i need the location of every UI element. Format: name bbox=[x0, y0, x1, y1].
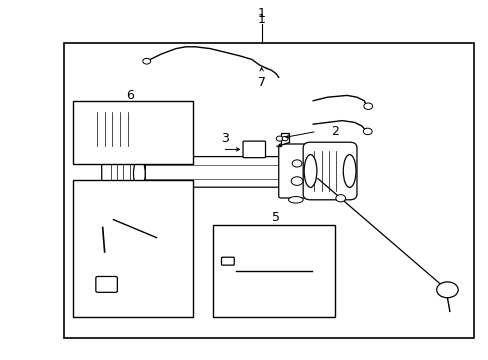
FancyBboxPatch shape bbox=[96, 276, 117, 292]
Ellipse shape bbox=[133, 158, 145, 189]
FancyBboxPatch shape bbox=[278, 144, 315, 198]
Ellipse shape bbox=[343, 155, 355, 188]
Ellipse shape bbox=[102, 281, 111, 288]
Ellipse shape bbox=[291, 160, 301, 167]
FancyBboxPatch shape bbox=[87, 104, 147, 154]
Ellipse shape bbox=[134, 113, 149, 144]
Ellipse shape bbox=[92, 212, 113, 228]
Ellipse shape bbox=[218, 264, 236, 278]
FancyBboxPatch shape bbox=[243, 141, 265, 158]
Text: 2: 2 bbox=[330, 125, 338, 138]
Ellipse shape bbox=[304, 155, 316, 188]
FancyBboxPatch shape bbox=[129, 157, 290, 187]
Text: 1: 1 bbox=[257, 7, 265, 20]
Bar bbox=[212, 225, 334, 317]
Ellipse shape bbox=[223, 268, 231, 274]
Ellipse shape bbox=[282, 136, 287, 141]
FancyBboxPatch shape bbox=[102, 147, 145, 201]
Ellipse shape bbox=[249, 146, 259, 153]
Bar bbox=[63, 43, 473, 338]
Ellipse shape bbox=[363, 103, 372, 109]
Ellipse shape bbox=[81, 130, 86, 133]
Ellipse shape bbox=[142, 58, 150, 64]
Ellipse shape bbox=[335, 195, 345, 202]
Text: 5: 5 bbox=[272, 211, 280, 224]
Text: 1: 1 bbox=[257, 13, 265, 26]
Ellipse shape bbox=[78, 127, 90, 136]
Ellipse shape bbox=[98, 216, 107, 223]
Ellipse shape bbox=[314, 269, 320, 273]
Text: 6: 6 bbox=[125, 89, 133, 102]
Ellipse shape bbox=[290, 177, 302, 185]
Ellipse shape bbox=[363, 128, 371, 135]
Polygon shape bbox=[276, 133, 288, 146]
Ellipse shape bbox=[276, 136, 283, 141]
Ellipse shape bbox=[310, 266, 324, 276]
Text: 3: 3 bbox=[221, 132, 228, 145]
Circle shape bbox=[436, 282, 457, 298]
Bar bbox=[73, 101, 193, 164]
Text: 7: 7 bbox=[257, 76, 265, 89]
Text: 4: 4 bbox=[116, 276, 123, 289]
Bar bbox=[73, 180, 193, 317]
FancyBboxPatch shape bbox=[303, 142, 356, 200]
FancyBboxPatch shape bbox=[221, 257, 234, 265]
Ellipse shape bbox=[288, 197, 303, 203]
Ellipse shape bbox=[224, 259, 230, 264]
